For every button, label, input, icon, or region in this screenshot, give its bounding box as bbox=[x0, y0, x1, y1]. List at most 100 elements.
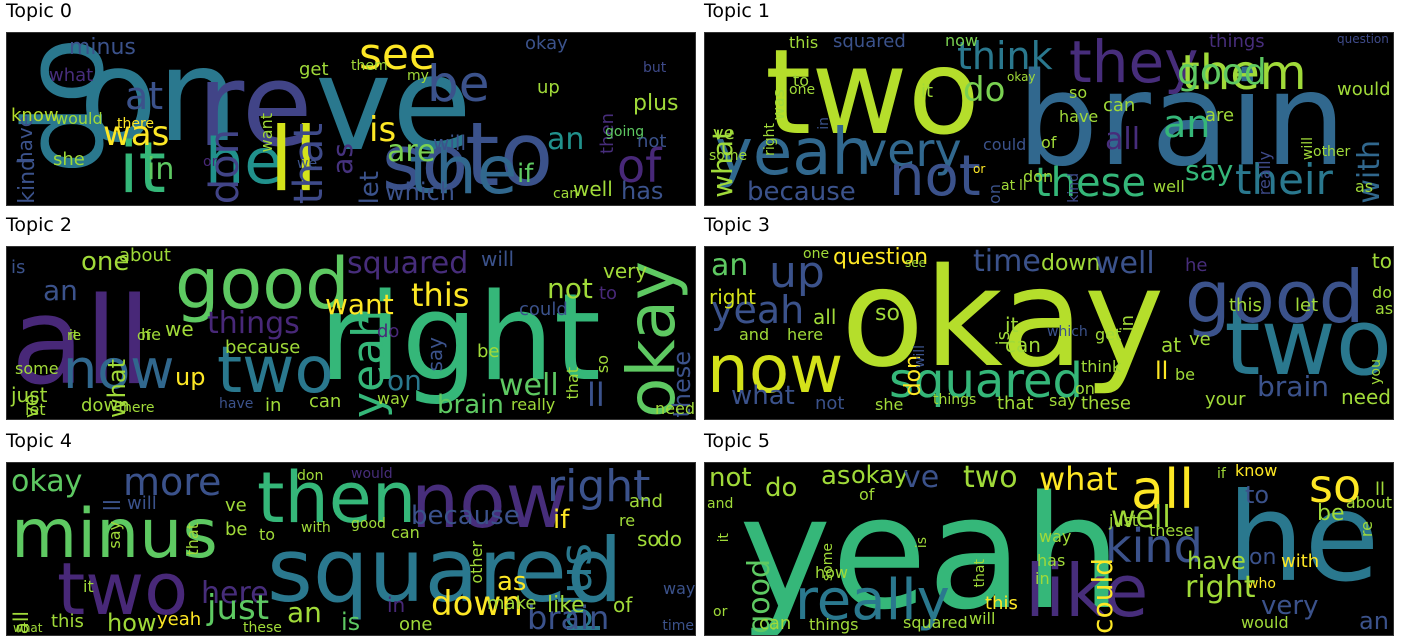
cloud-word: in bbox=[265, 395, 282, 416]
cloud-word: will bbox=[433, 131, 467, 155]
cloud-word: an bbox=[711, 248, 749, 283]
word-cloud: two brain yeah very not these their they them goo… bbox=[704, 32, 1394, 206]
cloud-word: as bbox=[497, 567, 527, 597]
cloud-word: with bbox=[1281, 551, 1320, 572]
cloud-word: all bbox=[11, 273, 152, 412]
topic-panel: Topic 4 minus squared now then two right more ok… bbox=[6, 430, 696, 636]
cloud-word: very bbox=[603, 259, 648, 283]
cloud-word: so bbox=[382, 118, 469, 206]
cloud-word: was bbox=[769, 89, 788, 121]
cloud-word: up bbox=[175, 363, 206, 391]
cloud-word: then bbox=[257, 462, 417, 539]
cloud-word: right bbox=[709, 285, 756, 309]
cloud-word: and bbox=[707, 496, 734, 512]
cloud-word: would bbox=[351, 466, 393, 482]
cloud-word: way bbox=[1039, 527, 1072, 546]
cloud-word: be bbox=[427, 55, 490, 113]
cloud-word: to bbox=[465, 103, 554, 206]
cloud-word: can bbox=[1103, 95, 1136, 116]
cloud-word: can bbox=[759, 613, 792, 634]
cloud-word: in bbox=[1117, 315, 1138, 332]
cloud-word: have bbox=[1187, 547, 1246, 575]
cloud-word: these bbox=[1081, 393, 1131, 414]
cloud-word: because bbox=[747, 177, 856, 206]
cloud-word: and bbox=[629, 491, 663, 512]
cloud-word: so bbox=[593, 355, 612, 374]
cloud-word: would bbox=[1241, 613, 1289, 632]
cloud-word: an bbox=[1163, 102, 1211, 146]
cloud-word: these bbox=[1149, 521, 1194, 540]
cloud-word: can bbox=[391, 523, 420, 542]
cloud-word: on bbox=[79, 32, 239, 171]
cloud-word: minus bbox=[69, 35, 136, 60]
cloud-word: if bbox=[553, 505, 570, 535]
cloud-word: about bbox=[119, 246, 171, 266]
cloud-word: in bbox=[816, 117, 832, 130]
cloud-word: don bbox=[1023, 167, 1054, 186]
cloud-word: know bbox=[1235, 462, 1278, 480]
cloud-word: who bbox=[1247, 576, 1276, 592]
cloud-word: see bbox=[905, 256, 927, 270]
cloud-word: other bbox=[1313, 144, 1351, 160]
topic-title: Topic 1 bbox=[704, 0, 770, 22]
cloud-word: let bbox=[355, 170, 385, 204]
cloud-word: some bbox=[709, 148, 748, 164]
cloud-word: down bbox=[81, 395, 130, 416]
cloud-word: or bbox=[713, 604, 728, 620]
cloud-word: this bbox=[411, 276, 470, 314]
cloud-word: will bbox=[481, 247, 515, 271]
cloud-word: these bbox=[243, 620, 282, 636]
cloud-word: them bbox=[351, 58, 388, 74]
cloud-word: like bbox=[547, 593, 585, 618]
cloud-word: be bbox=[1175, 365, 1195, 384]
cloud-word: okay bbox=[1007, 70, 1036, 84]
cloud-word: would bbox=[1337, 79, 1391, 100]
cloud-word: be bbox=[1317, 501, 1345, 526]
cloud-word: question bbox=[833, 246, 929, 270]
cloud-word: don bbox=[297, 468, 324, 484]
cloud-word: you bbox=[1368, 359, 1384, 385]
cloud-word: get bbox=[299, 59, 329, 80]
cloud-word: is bbox=[341, 608, 361, 636]
cloud-word: now bbox=[945, 32, 979, 50]
word-cloud: okay two now squared good up yeah an right questi… bbox=[704, 246, 1394, 420]
cloud-word: what bbox=[731, 381, 795, 411]
cloud-word: about bbox=[1345, 493, 1392, 512]
cloud-word: very bbox=[1261, 591, 1319, 621]
cloud-word: two bbox=[765, 32, 980, 161]
cloud-word: right bbox=[547, 462, 651, 512]
cloud-word: minus bbox=[11, 495, 218, 574]
cloud-word: is bbox=[369, 110, 397, 150]
cloud-word: really bbox=[795, 568, 950, 633]
word-cloud: all right good two now okay squared want this not… bbox=[6, 246, 696, 420]
cloud-word: be bbox=[225, 519, 248, 540]
cloud-word: squared bbox=[903, 613, 968, 632]
cloud-word: more bbox=[123, 462, 222, 504]
cloud-word: of bbox=[859, 485, 875, 504]
cloud-word: okay bbox=[11, 464, 83, 499]
cloud-word: will bbox=[969, 609, 996, 628]
cloud-word: your bbox=[1205, 389, 1246, 410]
cloud-word: of bbox=[613, 593, 633, 617]
topic-title: Topic 0 bbox=[6, 0, 72, 22]
topic-panel: Topic 3 okay two now squared good up yeah an righ… bbox=[704, 214, 1394, 420]
cloud-word: two bbox=[963, 462, 1018, 495]
cloud-word: say bbox=[423, 337, 447, 372]
cloud-word: the bbox=[409, 132, 518, 206]
cloud-word: do bbox=[1372, 283, 1392, 302]
cloud-word: kind bbox=[15, 157, 40, 204]
cloud-word: they bbox=[1069, 32, 1199, 96]
cloud-word: right bbox=[319, 269, 601, 408]
cloud-word: what bbox=[49, 65, 94, 86]
cloud-word: he bbox=[205, 125, 283, 198]
cloud-word: and bbox=[739, 325, 770, 344]
cloud-word: what bbox=[1039, 462, 1118, 498]
cloud-word: if bbox=[517, 159, 534, 189]
cloud-word: good bbox=[1185, 255, 1365, 339]
cloud-word: which bbox=[385, 178, 455, 206]
cloud-word: ve bbox=[1189, 329, 1211, 350]
cloud-word: know bbox=[11, 105, 59, 126]
cloud-word: do bbox=[963, 70, 1006, 110]
cloud-word: say bbox=[1049, 391, 1077, 410]
cloud-word: yeah bbox=[715, 116, 873, 190]
